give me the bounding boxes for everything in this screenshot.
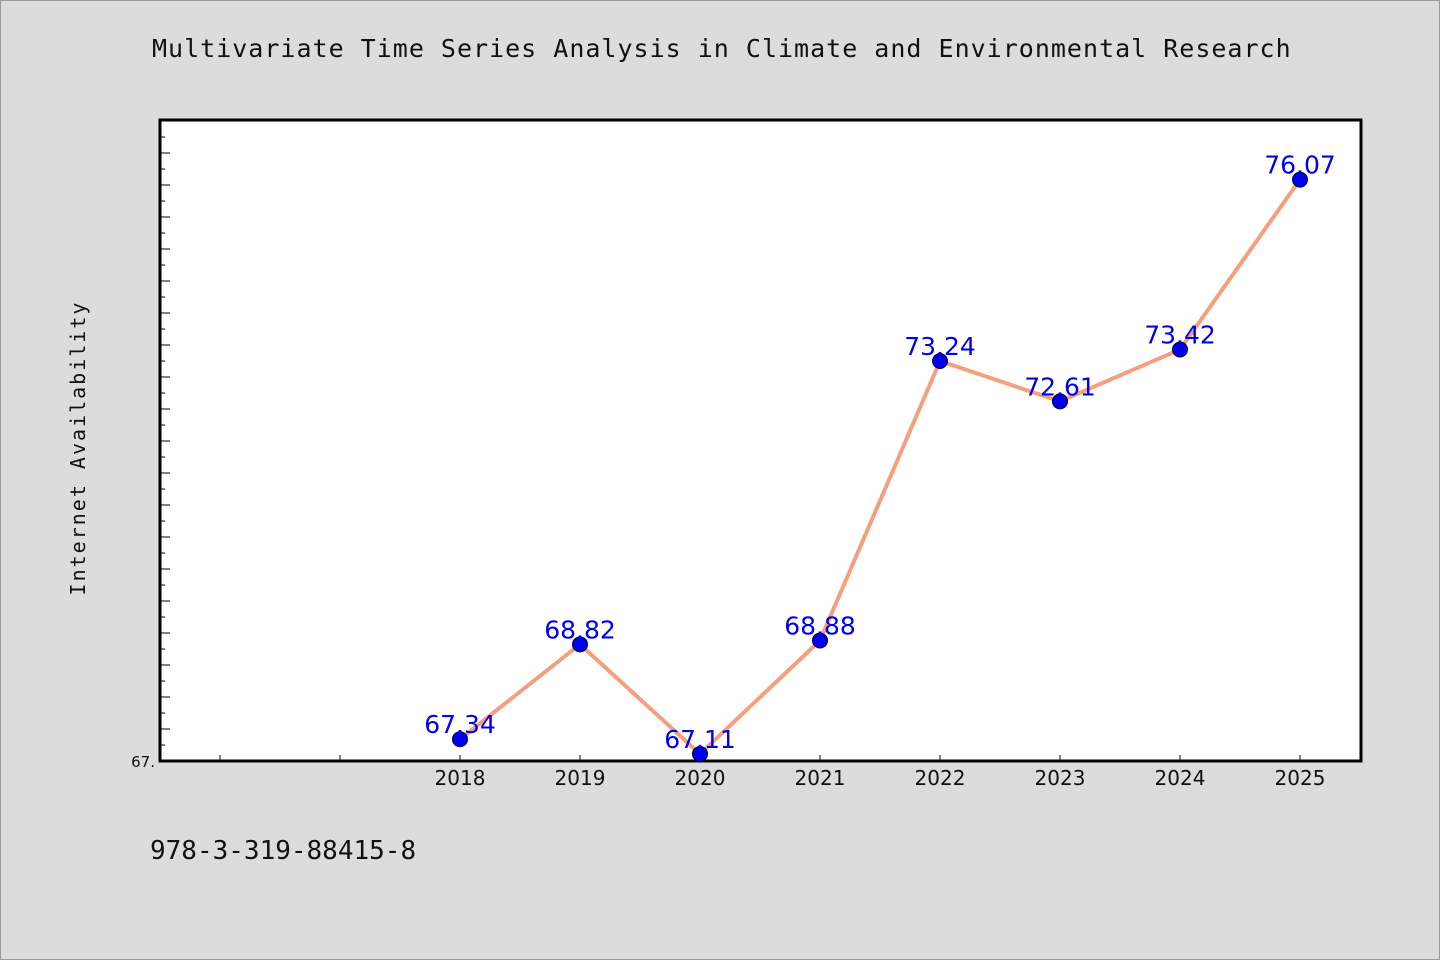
data-label: 76.07 bbox=[1264, 151, 1336, 180]
data-label: 67.34 bbox=[424, 710, 496, 739]
x-tick-label: 2020 bbox=[675, 766, 726, 790]
data-point bbox=[1172, 341, 1188, 358]
series-line bbox=[458, 177, 1302, 756]
data-label: 68.88 bbox=[784, 611, 856, 640]
x-tick-label: 2018 bbox=[435, 766, 486, 790]
data-point bbox=[572, 636, 588, 653]
series-layer: 67.34 68.82 67.11 68.88 73.24 72.61 73.42 76.07 bbox=[424, 151, 1336, 762]
data-point bbox=[1292, 171, 1308, 188]
data-point bbox=[692, 745, 708, 762]
data-point bbox=[452, 731, 468, 748]
chart-title: Multivariate Time Series Analysis in Cli… bbox=[152, 34, 1292, 63]
x-tick-label: 2025 bbox=[1275, 766, 1326, 790]
data-point bbox=[812, 632, 828, 649]
x-axis-ticks: 2018 2019 2020 2021 2022 2023 2024 2025 bbox=[219, 755, 1326, 790]
data-label: 68.82 bbox=[544, 615, 616, 644]
data-point bbox=[932, 353, 948, 370]
data-label: 67.11 bbox=[664, 725, 736, 754]
data-label: 73.24 bbox=[904, 332, 976, 361]
x-tick-label: 2021 bbox=[795, 766, 846, 790]
isbn-text: 978-3-319-88415-8 bbox=[150, 836, 417, 866]
x-tick-label: 2023 bbox=[1035, 766, 1086, 790]
data-point bbox=[1052, 393, 1068, 410]
y-axis-ticks bbox=[160, 136, 170, 762]
data-label: 72.61 bbox=[1024, 372, 1096, 401]
plot-area bbox=[158, 118, 1363, 763]
x-tick-label: 2022 bbox=[915, 766, 966, 790]
y-tick-label: 67. bbox=[131, 753, 155, 771]
x-tick-label: 2019 bbox=[555, 766, 606, 790]
x-tick-label: 2024 bbox=[1155, 766, 1206, 790]
data-label: 73.42 bbox=[1144, 320, 1216, 349]
